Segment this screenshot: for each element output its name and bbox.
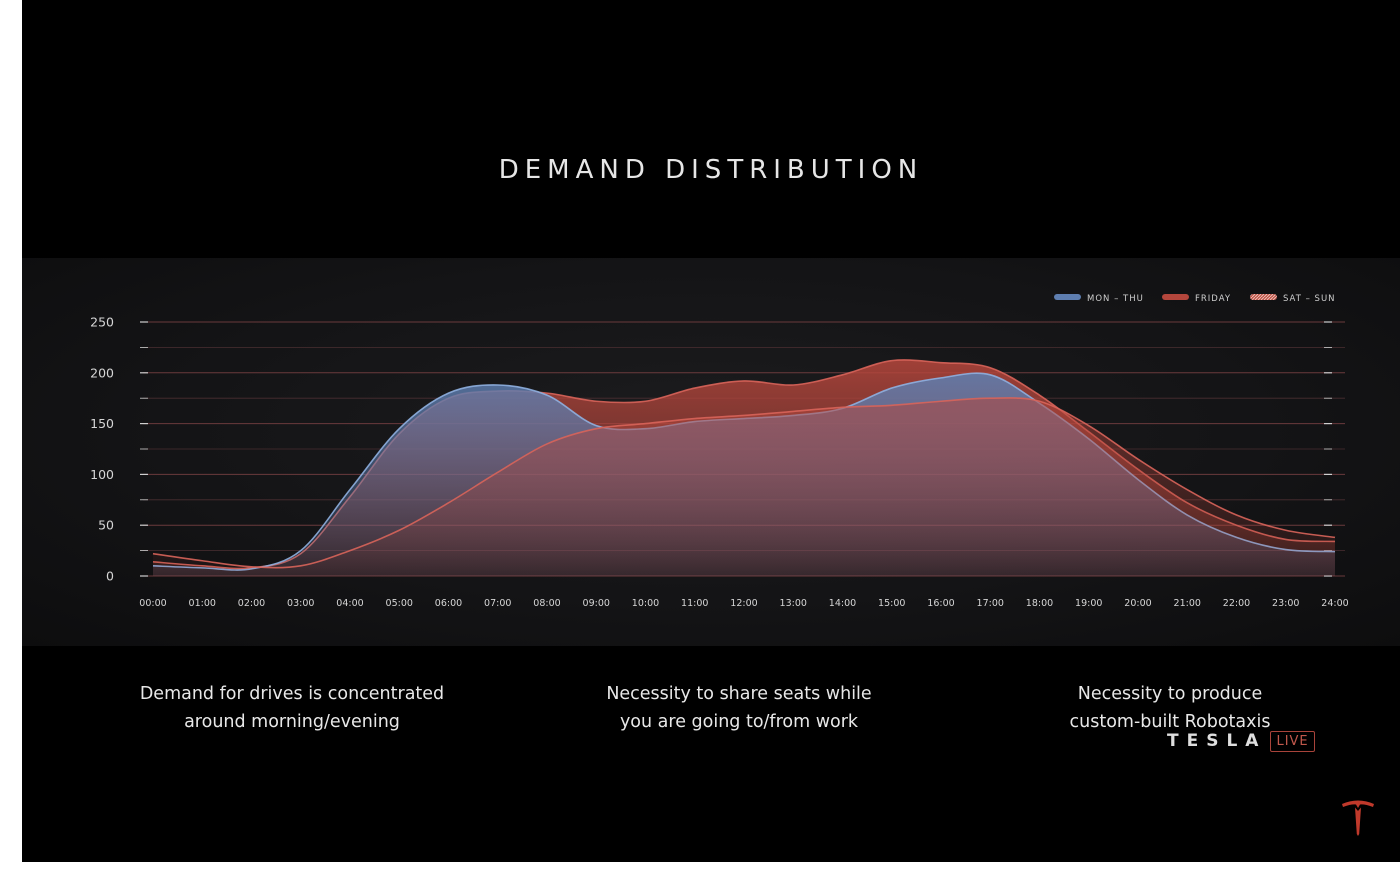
x-tick-label: 21:00: [1174, 598, 1201, 609]
x-axis-ticks: 00:00 01:00 02:00 03:00 04:00 05:00 06:00 07:00…: [139, 598, 1348, 609]
caption-line: Demand for drives is concentrated: [139, 684, 445, 704]
caption-robotaxis: Necessity to produce custom-built Robota…: [960, 680, 1380, 736]
series-area-2: [153, 397, 1335, 576]
x-tick-label: 04:00: [336, 598, 363, 609]
legend-swatch: [1250, 294, 1277, 300]
demand-chart: 0 50 100 150 200 250 00:00 01:00 02:00 03:00 04:0…: [90, 294, 1349, 609]
tesla-t-logo-icon: [1342, 800, 1374, 836]
legend: MON – THU FRIDAY SAT – SUN: [1054, 294, 1336, 304]
x-tick-label: 03:00: [287, 598, 314, 609]
series-areas: [152, 359, 1336, 576]
y-tick-label: 100: [90, 467, 114, 482]
y-tick-label: 0: [106, 569, 114, 584]
x-tick-label: 13:00: [780, 598, 807, 609]
y-tick-label: 250: [90, 315, 114, 330]
caption-demand: Demand for drives is concentrated around…: [82, 680, 502, 736]
y-axis-ticks: 0 50 100 150 200 250: [90, 315, 114, 584]
y-tick-label: 200: [90, 365, 114, 380]
legend-label: SAT – SUN: [1283, 294, 1336, 304]
x-tick-label: 17:00: [977, 598, 1004, 609]
x-tick-label: 22:00: [1223, 598, 1250, 609]
x-tick-label: 07:00: [484, 598, 511, 609]
x-tick-label: 05:00: [386, 598, 413, 609]
legend-swatch: [1162, 294, 1189, 300]
caption-line: Necessity to share seats while: [606, 684, 872, 704]
caption-line: around morning/evening: [184, 712, 400, 732]
chart-panel: 0 50 100 150 200 250 00:00 01:00 02:00 03:00 04:0…: [22, 258, 1400, 646]
x-tick-label: 15:00: [878, 598, 905, 609]
x-tick-label: 06:00: [435, 598, 462, 609]
x-tick-label: 20:00: [1124, 598, 1151, 609]
x-tick-label: 18:00: [1026, 598, 1053, 609]
caption-share-seats: Necessity to share seats while you are g…: [529, 680, 949, 736]
tesla-live-brand: TESLA LIVE: [1167, 728, 1315, 754]
x-tick-label: 14:00: [829, 598, 856, 609]
live-badge: LIVE: [1270, 730, 1315, 752]
legend-label: MON – THU: [1087, 294, 1144, 304]
caption-line: you are going to/from work: [619, 712, 859, 732]
x-tick-label: 09:00: [583, 598, 610, 609]
x-tick-label: 02:00: [238, 598, 265, 609]
caption-line: custom-built Robotaxis: [1069, 712, 1271, 732]
series-line-2: [152, 397, 1336, 569]
x-tick-label: 00:00: [139, 598, 166, 609]
x-tick-label: 24:00: [1321, 598, 1348, 609]
brand-wordmark: TESLA: [1167, 731, 1267, 751]
y-tick-label: 150: [90, 416, 114, 431]
x-tick-label: 08:00: [533, 598, 560, 609]
chart-title: DEMAND DISTRIBUTION: [498, 155, 924, 185]
x-tick-label: 19:00: [1075, 598, 1102, 609]
x-tick-label: 10:00: [632, 598, 659, 609]
caption-line: Necessity to produce: [1077, 684, 1263, 704]
x-tick-label: 12:00: [730, 598, 757, 609]
x-tick-label: 23:00: [1272, 598, 1299, 609]
x-tick-label: 16:00: [927, 598, 954, 609]
y-tick-label: 50: [98, 518, 114, 533]
x-tick-label: 01:00: [189, 598, 216, 609]
legend-label: FRIDAY: [1195, 294, 1231, 304]
legend-swatch: [1054, 294, 1081, 300]
x-tick-label: 11:00: [681, 598, 708, 609]
slide: DEMAND DISTRIBUTION: [22, 0, 1400, 862]
